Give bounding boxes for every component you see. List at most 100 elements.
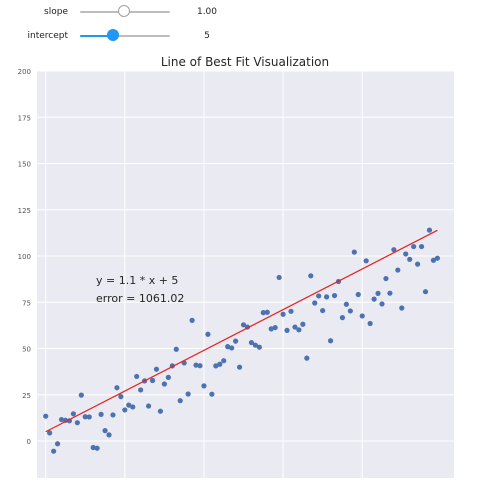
data-point	[387, 290, 393, 296]
data-point	[229, 345, 235, 351]
data-point	[415, 261, 421, 267]
intercept-value: 5	[204, 31, 210, 41]
data-point	[292, 324, 298, 330]
y-tick-label: 200	[18, 68, 31, 76]
data-point	[94, 445, 100, 451]
data-point	[51, 448, 57, 454]
intercept-slider-fill	[80, 35, 114, 37]
data-point	[288, 308, 294, 314]
data-point	[74, 420, 80, 426]
intercept-slider-handle[interactable]	[106, 29, 119, 41]
data-point	[351, 249, 357, 255]
data-point	[161, 381, 167, 387]
data-point	[138, 387, 144, 393]
data-point	[426, 227, 433, 233]
slope-label: slope	[44, 7, 68, 17]
data-point	[118, 394, 124, 400]
data-point	[383, 275, 389, 282]
intercept-control: intercept 5	[0, 26, 260, 46]
data-point	[157, 408, 164, 414]
data-point	[86, 414, 92, 420]
slope-slider-handle[interactable]	[118, 5, 130, 17]
data-point	[268, 326, 274, 332]
data-point	[308, 273, 314, 279]
data-point	[201, 383, 207, 389]
y-tick-label: 125	[18, 207, 31, 215]
data-point	[217, 361, 223, 367]
y-tick-label: 25	[22, 392, 31, 400]
data-point	[430, 257, 437, 263]
data-point	[177, 398, 183, 404]
data-point	[240, 322, 247, 328]
data-point	[312, 300, 318, 306]
data-point	[324, 294, 330, 300]
data-point	[197, 363, 203, 369]
data-point	[434, 255, 440, 261]
data-point	[54, 441, 61, 447]
data-point	[102, 428, 108, 434]
slope-slider[interactable]	[80, 2, 170, 22]
data-point	[343, 301, 349, 307]
intercept-label: intercept	[27, 31, 69, 41]
y-tick-label: 175	[18, 114, 31, 122]
data-point	[70, 411, 76, 417]
data-point	[422, 289, 429, 295]
data-point	[213, 363, 219, 369]
data-point	[185, 391, 191, 397]
y-tick-label: 150	[18, 161, 31, 169]
data-point	[47, 430, 53, 436]
data-point	[359, 313, 365, 319]
data-point	[327, 338, 334, 344]
data-point	[134, 373, 140, 380]
intercept-slider-track[interactable]	[80, 35, 170, 37]
data-point	[252, 342, 258, 348]
data-point	[98, 411, 104, 417]
data-point	[173, 346, 179, 352]
data-point	[379, 301, 385, 307]
data-point	[110, 412, 116, 418]
data-point	[339, 315, 346, 321]
data-point	[300, 321, 306, 327]
intercept-slider[interactable]	[80, 26, 170, 46]
data-point	[280, 311, 286, 317]
data-point	[260, 310, 266, 316]
y-tick-label: 75	[22, 299, 31, 307]
data-point	[276, 274, 282, 281]
data-point	[82, 414, 88, 420]
slope-value: 1.00	[196, 7, 218, 17]
data-point	[225, 344, 231, 350]
data-point	[391, 247, 397, 253]
data-point	[264, 309, 270, 315]
data-point	[205, 331, 211, 337]
data-point	[331, 292, 338, 299]
data-point	[418, 243, 425, 250]
data-point	[78, 392, 84, 398]
data-point	[407, 256, 413, 262]
data-point	[371, 296, 377, 302]
data-point	[367, 320, 373, 327]
y-tick-labels: 0 25 50 75 100 125 150 175 200	[18, 68, 31, 446]
data-point	[145, 403, 152, 409]
error-annotation: error = 1061.02	[96, 292, 184, 305]
y-tick-label: 50	[22, 346, 31, 354]
slope-control: slope 1.00	[0, 2, 260, 22]
chart-title: Line of Best Fit Visualization	[161, 55, 329, 69]
equation-annotation: y = 1.1 * x + 5	[96, 274, 178, 287]
data-point	[58, 416, 65, 423]
data-point	[375, 290, 381, 296]
data-point	[114, 385, 120, 391]
data-point	[399, 305, 405, 311]
data-point	[296, 327, 302, 333]
data-point	[248, 339, 255, 346]
data-point	[347, 308, 353, 314]
data-point	[363, 258, 369, 264]
data-point	[411, 243, 417, 250]
data-point	[395, 267, 401, 273]
data-point	[130, 404, 136, 410]
data-point	[106, 432, 112, 438]
data-point	[193, 362, 199, 368]
data-points	[43, 227, 440, 454]
data-point	[284, 327, 290, 333]
data-point	[320, 307, 326, 314]
data-point	[165, 374, 171, 380]
